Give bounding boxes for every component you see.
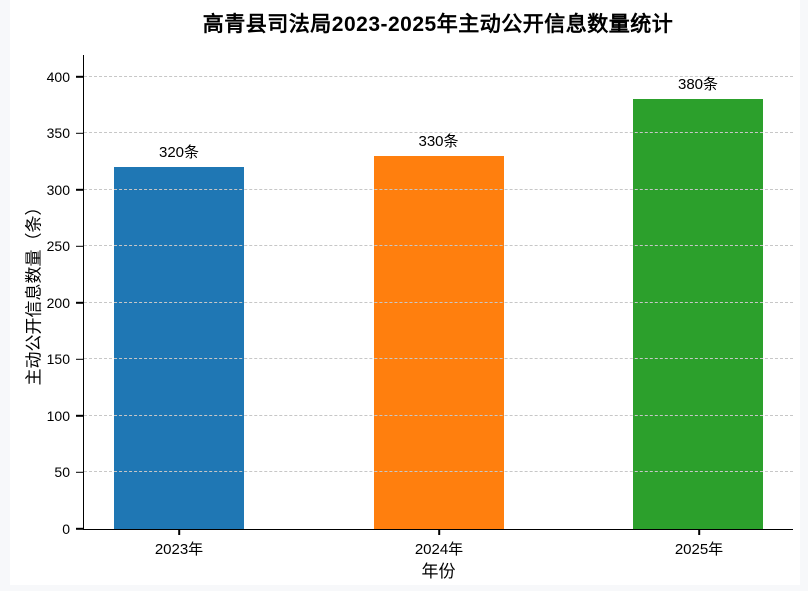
y-tick-label-250: 250 [46,238,70,255]
y-tick-label-400: 400 [46,68,70,85]
gridline-y-400 [84,75,793,77]
chart-title: 高青县司法局2023-2025年主动公开信息数量统计 [202,13,674,36]
bar-group-2024年: 330条 [373,130,504,529]
gridline-y-150 [84,358,793,360]
y-tick-mark-250 [76,245,83,248]
x-axis-label: 年份 [421,562,456,581]
y-tick-label-350: 350 [46,125,70,142]
x-tick-label-2023年: 2023年 [154,541,204,558]
bar-value-label: 380条 [677,76,719,94]
y-tick-mark-150 [76,358,83,361]
y-tick-mark-200 [76,302,83,304]
y-tick-label-0: 0 [62,521,70,537]
y-tick-label-200: 200 [46,294,70,311]
bar-group-2025年: 380条 [633,73,763,529]
bar-2024年 [373,155,504,529]
x-tick-mark-2024年 [438,529,440,535]
x-tick-label-2025年: 2025年 [674,541,724,558]
y-tick-label-50: 50 [54,464,70,481]
gridline-y-300 [84,188,793,190]
gridline-y-200 [84,301,793,303]
bar-value-label: 320条 [158,144,200,162]
bars-layer: 320条 330条 380条 [84,55,793,529]
gridline-y-350 [84,132,793,134]
y-tick-label-100: 100 [46,407,70,424]
bar-group-2023年: 320条 [114,141,244,529]
bar-2025年 [633,99,763,529]
y-tick-label-300: 300 [46,181,70,198]
gridline-y-100 [84,414,793,416]
bar-value-label: 330条 [418,132,459,150]
bar-2023年 [114,167,244,529]
chart-figure: 高青县司法局2023-2025年主动公开信息数量统计 320条 330条 380条 … [10,0,800,585]
plot-area: 320条 330条 380条 0 50 100 150 200 250 300 350 400 20… [25,55,793,581]
y-tick-mark-350 [76,132,83,134]
x-tick-label-2024年: 2024年 [414,541,464,558]
gridline-y-250 [84,245,793,247]
y-tick-mark-400 [76,75,83,78]
y-tick-mark-50 [76,471,83,474]
y-tick-mark-100 [76,415,83,417]
y-tick-mark-0 [76,528,83,530]
y-tick-mark-300 [76,188,83,191]
y-tick-label-150: 150 [46,351,70,368]
gridline-y-50 [84,471,793,473]
x-tick-mark-2025年 [698,529,700,535]
y-axis-label: 主动公开信息数量（条） [24,198,44,386]
x-tick-mark-2023年 [178,529,180,535]
